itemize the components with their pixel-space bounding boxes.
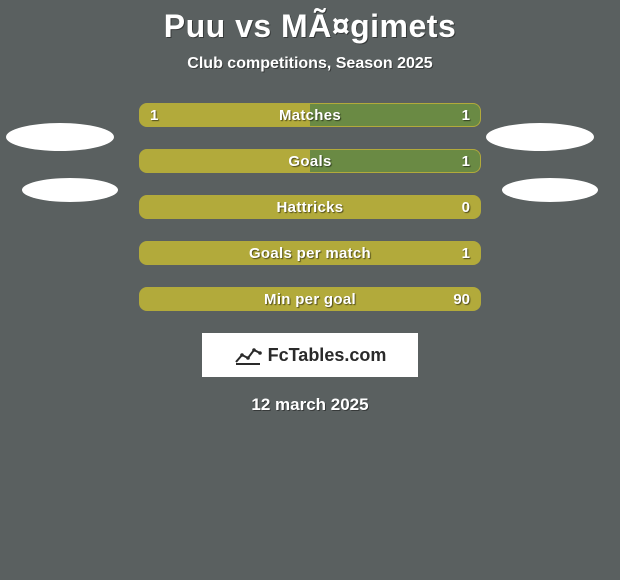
stat-label: Goals per match	[140, 242, 480, 264]
fctables-icon	[234, 344, 262, 366]
stat-bars: 11Matches 1Goals 0Hattricks 1Goals per matc…	[139, 103, 481, 311]
decorative-ellipse	[502, 178, 598, 202]
decorative-ellipse	[486, 123, 594, 151]
stat-bar: 90Min per goal	[139, 287, 481, 311]
stat-bar: 0Hattricks	[139, 195, 481, 219]
stat-label: Goals	[140, 150, 480, 172]
page-title: Puu vs MÃ¤gimets	[0, 0, 620, 45]
stat-label: Min per goal	[140, 288, 480, 310]
stat-bar: 1Goals	[139, 149, 481, 173]
footer-date: 12 march 2025	[0, 395, 620, 415]
stat-label: Matches	[140, 104, 480, 126]
stats-comparison-card: Puu vs MÃ¤gimets Club competitions, Seas…	[0, 0, 620, 580]
stat-bar: 1Goals per match	[139, 241, 481, 265]
decorative-ellipse	[22, 178, 118, 202]
logo-card[interactable]: FcTables.com	[202, 333, 418, 377]
decorative-ellipse	[6, 123, 114, 151]
stat-label: Hattricks	[140, 196, 480, 218]
stat-bar: 11Matches	[139, 103, 481, 127]
logo-text: FcTables.com	[268, 345, 387, 366]
page-subtitle: Club competitions, Season 2025	[0, 55, 620, 73]
